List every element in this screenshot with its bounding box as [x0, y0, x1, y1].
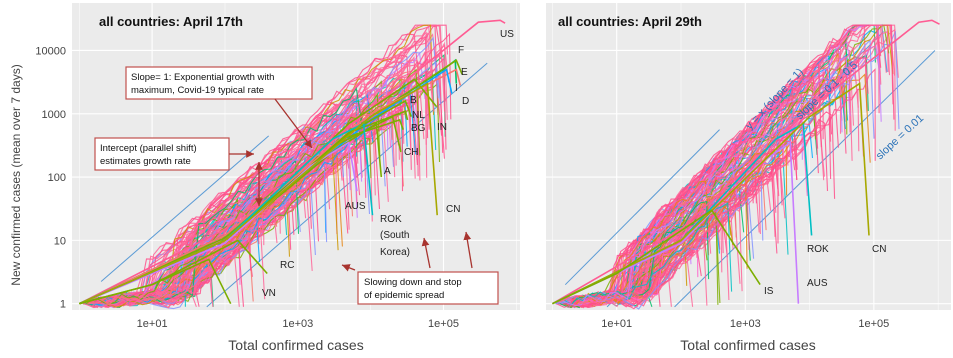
x-axis-label: Total confirmed cases	[680, 337, 815, 353]
country-label-in: IN	[437, 122, 447, 133]
annotation-slowing-text: Slowing down and stop of epidemic spread	[364, 277, 464, 301]
y-tick-label: 10	[54, 235, 66, 247]
country-curve	[100, 181, 313, 306]
annotation-slope-line-2: maximum, Covid-19 typical rate	[131, 85, 264, 96]
country-label-rc: RC	[280, 260, 294, 271]
country-label-f: F	[458, 45, 464, 56]
reference-line	[100, 135, 270, 282]
annotation-slowing-line-1: Slowing down and stop	[364, 277, 462, 288]
country-label-a: A	[384, 166, 391, 177]
x-ticks: 1e+01 1e+03 1e+05	[601, 318, 889, 330]
annotation-box-intercept	[94, 137, 230, 171]
country-label-cn: CN	[446, 204, 460, 215]
series-line-aus	[552, 141, 800, 305]
series-line-us	[551, 19, 940, 305]
country-curve	[575, 180, 711, 306]
country-label-vn: VN	[262, 288, 276, 299]
x-tick-label: 1e+03	[730, 318, 761, 330]
country-label-us: US	[500, 29, 514, 40]
country-label-nl: NL	[412, 110, 425, 121]
series-line-is	[552, 209, 761, 305]
country-curve	[577, 56, 851, 305]
country-label-bg: BG	[411, 123, 426, 134]
country-curve	[104, 86, 363, 305]
series-line-aus	[78, 141, 358, 305]
panel-april-17: Slope= 1: Exponential growth with maximu…	[35, 3, 520, 353]
annotation-intercept-line-2: estimates growth rate	[100, 156, 191, 167]
x-tick-label: 1e+01	[601, 318, 632, 330]
x-tick-label: 1e+05	[428, 318, 459, 330]
panel-title: all countries: April 29th	[558, 14, 702, 29]
series-lines	[78, 19, 506, 310]
country-curve	[92, 89, 417, 306]
arrow-slope	[274, 98, 313, 149]
x-tick-label: 1e+05	[858, 318, 889, 330]
annotations: Slope= 1: Exponential growth with maximu…	[94, 66, 499, 305]
annotation-slope-line-1: Slope= 1: Exponential growth with	[131, 72, 274, 83]
country-curve	[561, 197, 755, 310]
country-label-e: E	[461, 67, 468, 78]
country-label-aus: AUS	[807, 278, 828, 289]
series-lines	[551, 19, 940, 310]
country-label-rok: ROK	[807, 244, 829, 255]
annotation-slope-text: Slope= 1: Exponential growth with maximu…	[131, 72, 277, 96]
reference-line	[564, 129, 720, 286]
y-tick-label: 1000	[42, 109, 66, 121]
series-line-us	[78, 19, 506, 305]
country-curve	[573, 24, 882, 306]
country-label-b: B	[410, 95, 417, 106]
arrow-slowing-mid	[421, 237, 431, 269]
annotation-intercept-line-1: Intercept (parallel shift)	[100, 143, 197, 154]
y-tick-label: 1	[60, 299, 66, 311]
annotation-intercept-text: Intercept (parallel shift) estimates gro…	[100, 143, 199, 167]
y-tick-label: 100	[48, 172, 66, 184]
x-tick-label: 1e+01	[137, 318, 168, 330]
country-curve	[107, 151, 339, 308]
series-line-cn	[78, 82, 438, 305]
country-curve	[575, 36, 882, 307]
country-label-ch: CH	[404, 147, 418, 158]
arrow-slowing-left	[341, 264, 356, 272]
y-tick-label: 10000	[35, 45, 66, 57]
country-curve	[573, 137, 798, 310]
annotation-box-slope	[125, 66, 313, 100]
annotation-arrows	[229, 98, 473, 272]
annotation-box-slowing	[357, 271, 499, 305]
country-label-aus: AUS	[345, 201, 366, 212]
country-label-south: (South	[380, 230, 409, 241]
country-label-i: I	[455, 83, 458, 94]
panel-title: all countries: April 17th	[99, 14, 243, 29]
country-curve	[101, 80, 421, 305]
arrow-slowing-right	[463, 231, 473, 269]
country-label-rok: ROK	[380, 214, 402, 225]
annotation-slowing-line-2: of epidemic spread	[364, 290, 444, 301]
series-line-i	[78, 68, 462, 305]
country-label-korea: Korea)	[380, 247, 410, 258]
x-tick-label: 1e+03	[282, 318, 313, 330]
country-label-cn: CN	[872, 244, 886, 255]
country-curve	[579, 208, 725, 305]
country-labels: ROK CN AUS IS	[764, 244, 886, 297]
country-curve	[556, 162, 738, 307]
y-axis-label: New confirmed cases (mean over 7 days)	[9, 64, 23, 285]
series-line-vn	[79, 258, 232, 305]
country-label-d: D	[462, 96, 469, 107]
x-ticks: 1e+01 1e+03 1e+05	[137, 318, 459, 330]
country-label-is: IS	[764, 286, 774, 297]
x-axis-label: Total confirmed cases	[228, 337, 363, 353]
series-line-cn	[552, 82, 870, 305]
y-ticks: 1 10 100 1000 10000	[35, 45, 66, 310]
